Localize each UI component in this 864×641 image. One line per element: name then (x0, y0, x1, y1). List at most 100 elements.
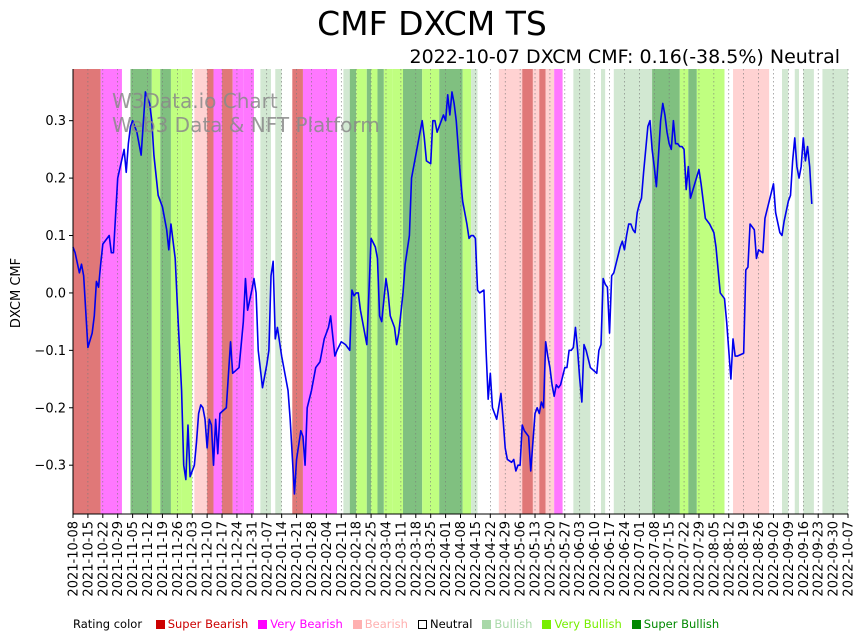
rating-band (688, 69, 697, 514)
rating-band (733, 69, 770, 514)
y-tick-label: −0.3 (34, 459, 66, 474)
rating-band (822, 69, 848, 514)
legend-swatch (417, 620, 427, 629)
rating-band (275, 69, 282, 514)
rating-band (781, 69, 789, 514)
rating-band (192, 69, 195, 514)
x-tick-label: 2021-10-08 (67, 521, 82, 597)
rating-band (207, 69, 214, 514)
legend-swatch (352, 620, 362, 629)
legend-item: Very Bearish (254, 617, 343, 631)
rating-band (194, 69, 208, 514)
legend-swatch (542, 620, 552, 629)
x-tick-label: 2022-09-30 (827, 521, 842, 597)
x-tick-label: 2022-09-09 (782, 521, 797, 597)
x-tick-label: 2022-06-24 (618, 521, 633, 597)
rating-band (302, 69, 338, 514)
y-tick-label: −0.1 (34, 344, 66, 359)
x-tick-label: 2021-10-15 (81, 521, 96, 597)
rating-band (337, 69, 344, 514)
rating-band (281, 69, 293, 514)
x-tick-label: 2022-01-14 (275, 521, 290, 597)
rating-band (498, 69, 521, 514)
rating-band (522, 69, 533, 514)
rating-band (554, 69, 563, 514)
x-tick-label: 2022-06-10 (588, 521, 603, 597)
x-tick-label: 2022-04-22 (484, 521, 499, 597)
x-tick-label: 2022-05-13 (529, 521, 544, 597)
rating-band (724, 69, 734, 514)
legend-item: Bullish (478, 617, 532, 631)
legend-item: Very Bullish (538, 617, 622, 631)
x-tick-label: 2022-08-12 (722, 521, 737, 597)
legend-swatch (482, 620, 492, 629)
legend-label: Rating color (73, 617, 143, 631)
legend-item-label: Super Bearish (167, 617, 249, 631)
legend-item-label: Very Bearish (270, 617, 343, 631)
rating-band (121, 69, 131, 514)
rating-band (590, 69, 602, 514)
x-tick-label: 2022-07-01 (633, 521, 648, 597)
x-tick-label: 2022-03-04 (379, 521, 394, 597)
y-tick-label: 0.2 (45, 172, 66, 187)
x-axis-ticks: 2021-10-08 2021-10-15 2021-10-22 2021-10-29… (67, 514, 857, 597)
rating-band (539, 69, 546, 514)
chart-title: CMF DXCM TS (317, 4, 547, 43)
y-axis-ticks: −0.3 −0.2 −0.1 0.0 0.1 0.2 0.3 (34, 114, 73, 474)
legend-item-label: Bullish (494, 617, 533, 631)
legend-swatch (155, 620, 165, 629)
x-tick-label: 2022-02-11 (335, 521, 350, 597)
rating-band (213, 69, 223, 514)
x-tick-label: 2021-11-05 (126, 521, 141, 597)
chart-subtitle: 2022-10-07 DXCM CMF: 0.16(-38.5%) Neutra… (409, 46, 841, 68)
rating-band (292, 69, 303, 514)
legend: Rating color Super Bearish Very Bearish Be… (73, 617, 725, 631)
x-tick-label: 2021-11-26 (171, 521, 186, 597)
rating-band (803, 69, 814, 514)
rating-band (794, 69, 800, 514)
x-tick-label: 2021-12-10 (201, 521, 216, 597)
legend-item-label: Super Bullish (643, 617, 720, 631)
x-tick-label: 2022-02-04 (320, 521, 335, 597)
x-tick-label: 2021-11-19 (156, 521, 171, 597)
x-tick-label: 2021-12-24 (230, 521, 245, 597)
rating-band (260, 69, 272, 514)
series-layer (72, 91, 813, 495)
rating-band (562, 69, 574, 514)
legend-item: Bearish (349, 617, 408, 631)
series-line-dxcm-cmf (72, 91, 813, 495)
watermark-line1: W3Data.io Chart (112, 89, 278, 113)
rating-band (605, 69, 614, 514)
x-tick-label: 2022-09-02 (767, 521, 782, 597)
rating-band (253, 69, 261, 514)
x-tick-label: 2021-11-12 (141, 521, 156, 597)
rating-band (545, 69, 555, 514)
rating-band (181, 69, 193, 514)
x-tick-label: 2022-08-05 (707, 521, 722, 597)
x-tick-label: 2022-07-08 (648, 521, 663, 597)
rating-band (151, 69, 161, 514)
rating-band (520, 69, 523, 514)
x-tick-label: 2021-10-29 (111, 521, 126, 597)
x-tick-label: 2022-03-25 (424, 521, 439, 597)
legend-item-label: Very Bullish (554, 617, 622, 631)
legend-swatch (258, 620, 268, 629)
rating-band (799, 69, 804, 514)
rating-band (462, 69, 472, 514)
rating-band (100, 69, 122, 514)
legend-swatch (631, 620, 641, 629)
rating-band (422, 69, 440, 514)
x-tick-label: 2021-12-31 (245, 521, 260, 597)
rating-band (356, 69, 367, 514)
x-tick-label: 2022-08-19 (737, 521, 752, 597)
y-tick-label: −0.2 (34, 401, 66, 416)
x-tick-label: 2022-01-21 (290, 521, 305, 597)
legend-item-label: Bearish (364, 617, 408, 631)
x-tick-label: 2022-03-11 (394, 521, 409, 597)
rating-band (377, 69, 384, 514)
x-tick-label: 2022-04-01 (439, 521, 454, 597)
x-tick-label: 2022-07-15 (663, 521, 678, 597)
rating-band (532, 69, 540, 514)
x-tick-label: 2021-12-17 (216, 521, 231, 597)
x-tick-label: 2021-10-22 (96, 521, 111, 597)
